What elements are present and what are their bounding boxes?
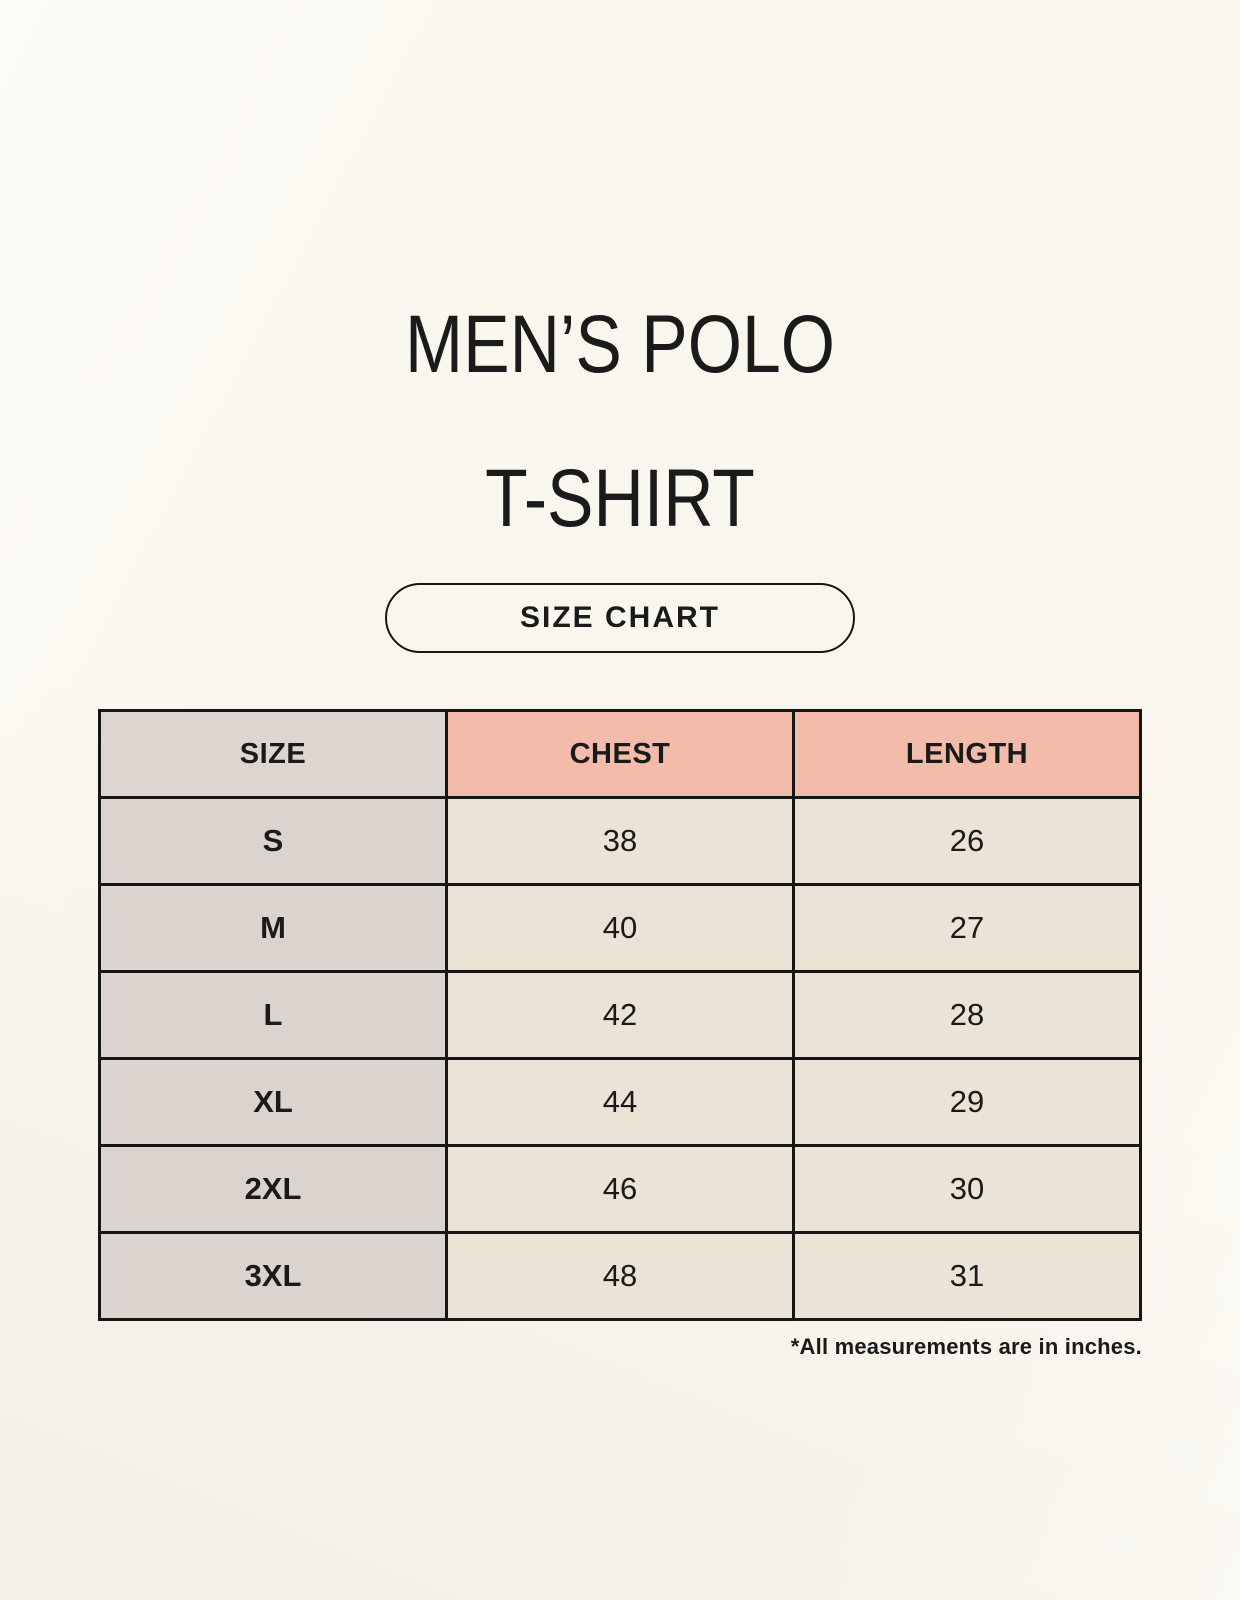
length-cell: 30 (792, 1144, 1142, 1235)
column-header-length: LENGTH (792, 709, 1142, 800)
chest-cell: 38 (445, 796, 795, 887)
column-header-chest: CHEST (445, 709, 795, 800)
size-cell: XL (98, 1057, 448, 1148)
table-row: 2XL 46 30 (98, 1144, 1142, 1235)
length-cell: 28 (792, 970, 1142, 1061)
chest-cell: 48 (445, 1231, 795, 1322)
table-row: 3XL 48 31 (98, 1231, 1142, 1322)
table-row: M 40 27 (98, 883, 1142, 974)
size-cell: M (98, 883, 448, 974)
page-title-line2: T-SHIRT (485, 453, 755, 545)
measurements-footnote: *All measurements are in inches. (790, 1334, 1142, 1360)
size-chart-badge: SIZE CHART (385, 583, 855, 654)
length-cell: 31 (792, 1231, 1142, 1322)
chest-cell: 46 (445, 1144, 795, 1235)
table-row: L 42 28 (98, 970, 1142, 1061)
length-cell: 26 (792, 796, 1142, 887)
size-cell: 3XL (98, 1231, 448, 1322)
size-cell: L (98, 970, 448, 1061)
table-row: XL 44 29 (98, 1057, 1142, 1148)
size-chart-section: SIZE CHEST LENGTH S 38 26 M 40 27 L 42 28 XL 44 29 2… (98, 709, 1142, 1360)
size-chart-table: SIZE CHEST LENGTH S 38 26 M 40 27 L 42 28 XL 44 29 2… (98, 709, 1142, 1322)
chest-cell: 44 (445, 1057, 795, 1148)
chest-cell: 42 (445, 970, 795, 1061)
size-chart-badge-label: SIZE CHART (520, 601, 720, 635)
page-title: MEN’S POLO T-SHIRT (93, 0, 1147, 540)
table-header-row: SIZE CHEST LENGTH (98, 709, 1142, 800)
length-cell: 29 (792, 1057, 1142, 1148)
length-cell: 27 (792, 883, 1142, 974)
page-title-line1: MEN’S POLO (405, 299, 835, 390)
table-row: S 38 26 (98, 796, 1142, 887)
table-body: S 38 26 M 40 27 L 42 28 XL 44 29 2XL 46 30 3XL 48 31 (98, 796, 1142, 1322)
column-header-size: SIZE (98, 709, 448, 800)
size-cell: 2XL (98, 1144, 448, 1235)
chest-cell: 40 (445, 883, 795, 974)
size-cell: S (98, 796, 448, 887)
